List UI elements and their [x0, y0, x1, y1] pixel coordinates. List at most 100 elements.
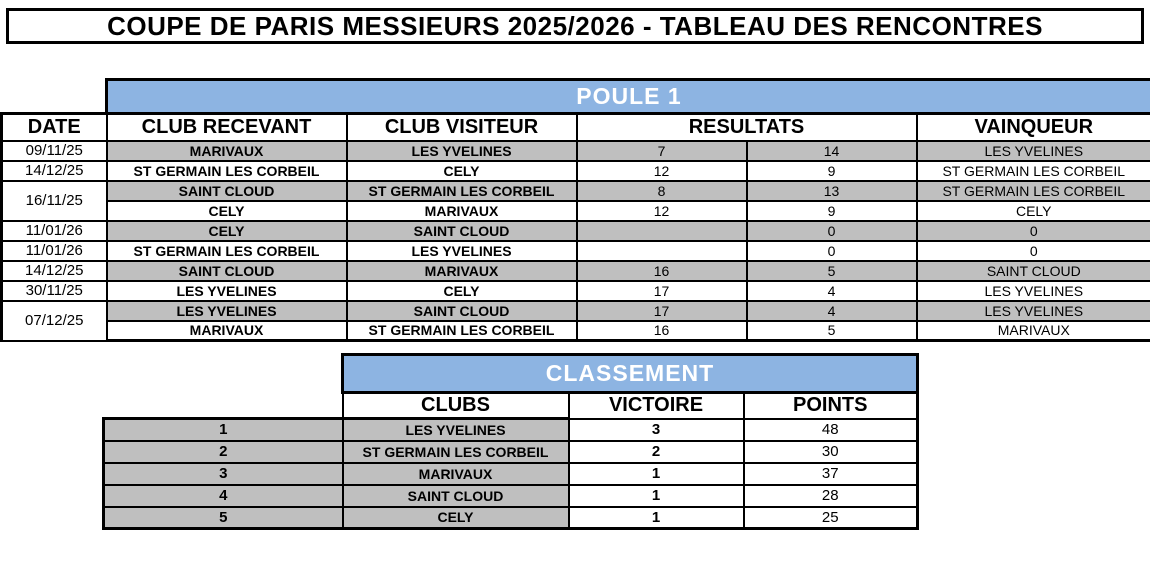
away-score-cell: 9	[745, 159, 918, 182]
away-score-cell: 5	[745, 320, 918, 342]
home-score-cell: 17	[575, 299, 748, 322]
date-cell: 11/01/26	[0, 239, 108, 262]
club-cell: LES YVELINES	[341, 417, 570, 442]
poule-table: POULE 1 DATE CLUB RECEVANT CLUB VISITEUR…	[0, 78, 1150, 342]
date-cell: 30/11/25	[0, 279, 108, 302]
victoire-cell: 1	[567, 483, 745, 508]
standing-row: 1 LES YVELINES 3 48	[102, 417, 919, 442]
date-cell: 14/12/25	[0, 159, 108, 182]
match-row: 14/12/25 SAINT CLOUD MARIVAUX 16 5 SAINT…	[0, 259, 1150, 282]
standing-row: 3 MARIVAUX 1 37	[102, 461, 919, 486]
col-header-clubs: CLUBS	[341, 391, 570, 420]
col-header-victoire: VICTOIRE	[567, 391, 745, 420]
winner-cell: SAINT CLOUD	[915, 259, 1150, 282]
away-score-cell: 9	[745, 200, 918, 222]
points-cell: 25	[742, 505, 919, 530]
match-row: 09/11/25 MARIVAUX LES YVELINES 7 14 LES …	[0, 139, 1150, 162]
away-club-cell: SAINT CLOUD	[345, 219, 578, 242]
poule-banner-spacer	[1, 79, 107, 114]
away-club-cell: CELY	[345, 279, 578, 302]
points-cell: 37	[742, 461, 919, 486]
winner-cell: LES YVELINES	[915, 279, 1150, 302]
away-score-cell: 0	[745, 239, 918, 262]
classement-header-spacer	[103, 392, 343, 419]
winner-cell: 0	[915, 219, 1150, 242]
away-score-cell: 4	[745, 279, 918, 302]
home-club-cell: MARIVAUX	[105, 320, 348, 342]
winner-cell: LES YVELINES	[915, 299, 1150, 322]
poule-header-row: DATE CLUB RECEVANT CLUB VISITEUR RESULTA…	[0, 112, 1150, 142]
away-club-cell: LES YVELINES	[345, 139, 578, 162]
victoire-cell: 1	[567, 461, 745, 486]
classement-banner: CLASSEMENT	[341, 353, 919, 394]
away-score-cell: 14	[745, 139, 918, 162]
away-club-cell: MARIVAUX	[345, 200, 578, 222]
classement-banner-row: CLASSEMENT	[103, 353, 919, 394]
home-score-cell: 17	[575, 279, 748, 302]
home-club-cell: ST GERMAIN LES CORBEIL	[105, 159, 348, 182]
home-club-cell: SAINT CLOUD	[105, 259, 348, 282]
standing-row: 5 CELY 1 25	[102, 505, 919, 530]
home-club-cell: CELY	[105, 200, 348, 222]
home-score-cell	[575, 239, 748, 262]
points-cell: 28	[742, 483, 919, 508]
winner-cell: LES YVELINES	[915, 139, 1150, 162]
victoire-cell: 1	[567, 505, 745, 530]
winner-cell: ST GERMAIN LES CORBEIL	[915, 179, 1150, 202]
rank-cell: 2	[102, 439, 344, 464]
date-cell-merged: 16/11/25	[0, 179, 108, 222]
match-row: 11/01/26 CELY SAINT CLOUD 0 0	[0, 219, 1150, 242]
match-row: 11/01/26 ST GERMAIN LES CORBEIL LES YVEL…	[0, 239, 1150, 262]
victoire-cell: 3	[567, 417, 745, 442]
winner-cell: 0	[915, 239, 1150, 262]
away-club-cell: MARIVAUX	[345, 259, 578, 282]
away-score-cell: 13	[745, 179, 918, 202]
home-score-cell: 16	[575, 320, 748, 342]
home-score-cell: 12	[575, 159, 748, 182]
page-title: COUPE DE PARIS MESSIEURS 2025/2026 - TAB…	[6, 8, 1144, 44]
match-row: 30/11/25 LES YVELINES CELY 17 4 LES YVEL…	[0, 279, 1150, 302]
home-score-cell: 16	[575, 259, 748, 282]
away-score-cell: 0	[745, 219, 918, 242]
date-cell: 14/12/25	[0, 259, 108, 282]
points-cell: 30	[742, 439, 919, 464]
winner-cell: ST GERMAIN LES CORBEIL	[915, 159, 1150, 182]
winner-cell: MARIVAUX	[915, 320, 1150, 342]
rank-cell: 4	[102, 483, 344, 508]
winner-cell: CELY	[915, 200, 1150, 222]
col-header-points: POINTS	[742, 391, 919, 420]
col-header-date: DATE	[0, 112, 108, 142]
rank-cell: 1	[102, 417, 344, 442]
standing-row: 2 ST GERMAIN LES CORBEIL 2 30	[102, 439, 919, 464]
col-header-vainqueur: VAINQUEUR	[915, 112, 1150, 142]
match-row: 14/12/25 ST GERMAIN LES CORBEIL CELY 12 …	[0, 159, 1150, 182]
match-row: CELY MARIVAUX 12 9 CELY	[2, 200, 1150, 222]
home-club-cell: LES YVELINES	[105, 299, 348, 322]
date-cell: 09/11/25	[0, 139, 108, 162]
away-club-cell: SAINT CLOUD	[345, 299, 578, 322]
rank-cell: 3	[102, 461, 344, 486]
poule-banner: POULE 1	[105, 78, 1150, 115]
victoire-cell: 2	[567, 439, 745, 464]
club-cell: MARIVAUX	[341, 461, 570, 486]
away-club-cell: ST GERMAIN LES CORBEIL	[345, 320, 578, 342]
club-cell: ST GERMAIN LES CORBEIL	[341, 439, 570, 464]
away-score-cell: 5	[745, 259, 918, 282]
date-cell: 11/01/26	[0, 219, 108, 242]
away-club-cell: ST GERMAIN LES CORBEIL	[345, 179, 578, 202]
home-score-cell: 12	[575, 200, 748, 222]
col-header-club-visiteur: CLUB VISITEUR	[345, 112, 578, 142]
match-row: MARIVAUX ST GERMAIN LES CORBEIL 16 5 MAR…	[2, 320, 1150, 342]
away-club-cell: CELY	[345, 159, 578, 182]
home-club-cell: LES YVELINES	[105, 279, 348, 302]
col-header-club-recevant: CLUB RECEVANT	[105, 112, 348, 142]
col-header-resultats: RESULTATS	[575, 112, 918, 142]
home-score-cell	[575, 219, 748, 242]
match-row: 07/12/25 LES YVELINES SAINT CLOUD 17 4 L…	[0, 299, 1150, 342]
away-score-cell: 4	[745, 299, 918, 322]
classement-banner-spacer	[103, 354, 343, 393]
rank-cell: 5	[102, 505, 344, 530]
standing-row: 4 SAINT CLOUD 1 28	[102, 483, 919, 508]
poule-banner-row: POULE 1	[1, 78, 1150, 115]
home-club-cell: MARIVAUX	[105, 139, 348, 162]
